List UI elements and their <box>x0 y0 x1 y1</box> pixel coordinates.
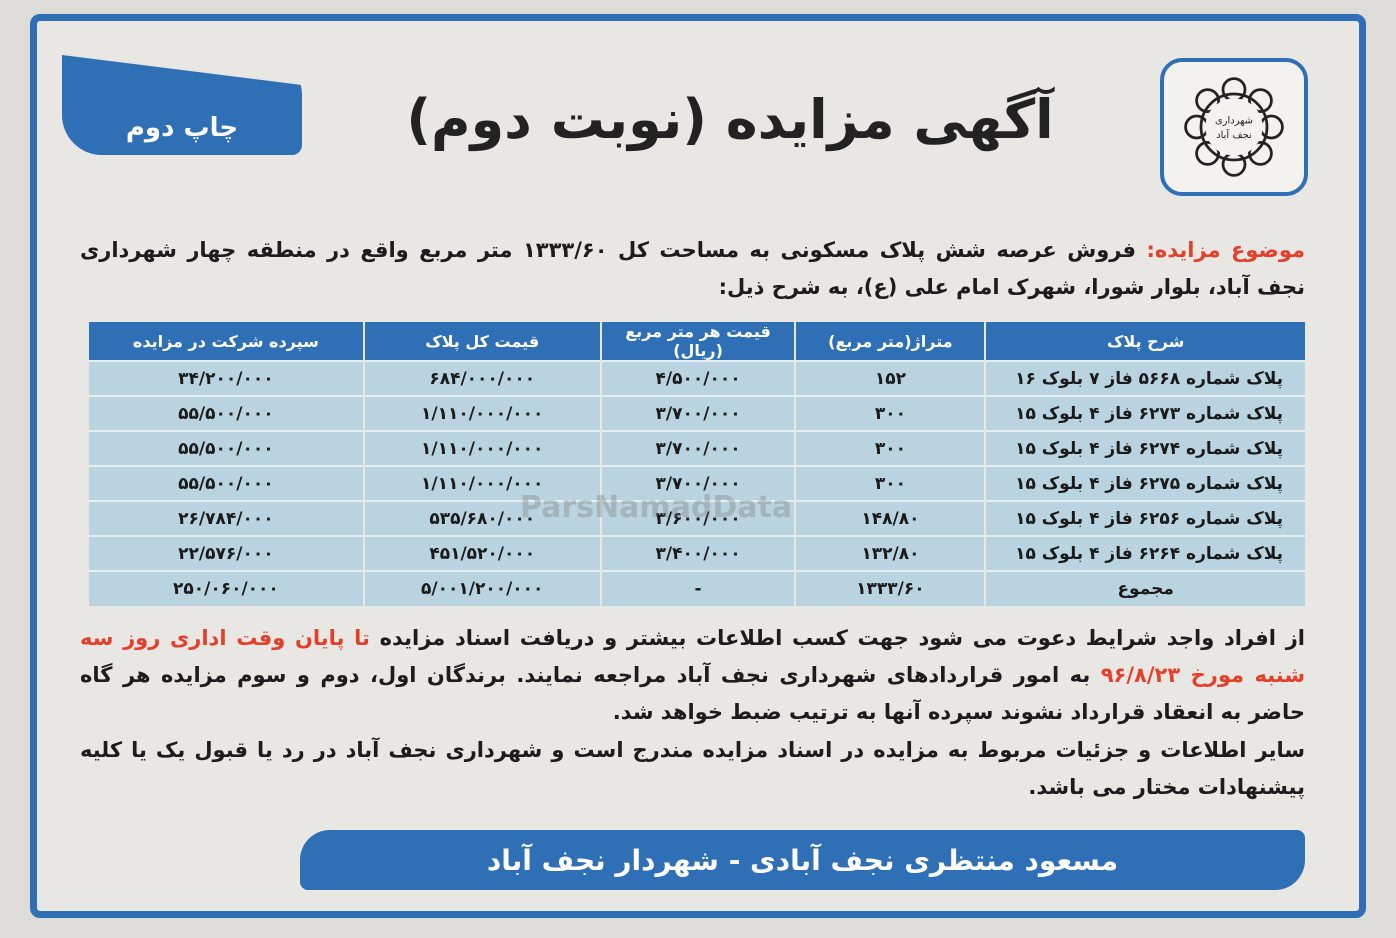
subject-paragraph: موضوع مزایده: فروش عرصه شش پلاک مسکونی ب… <box>80 232 1305 306</box>
mayor-signature-banner: مسعود منتظری نجف آبادی - شهردار نجف آباد <box>300 830 1305 890</box>
table-cell: ۳۰۰ <box>794 430 986 466</box>
table-cell: پلاک شماره ۵۶۶۸ فاز ۷ بلوک ۱۶ <box>984 360 1305 396</box>
subject-text: فروش عرصه شش پلاک مسکونی به مساحت کل ۱۳۳… <box>80 238 1305 299</box>
table-cell: پلاک شماره ۶۲۷۵ فاز ۴ بلوک ۱۵ <box>984 465 1305 501</box>
table-cell: ۵۳۵/۶۸۰/۰۰۰ <box>362 500 601 536</box>
table-cell: ۳۴/۲۰۰/۰۰۰ <box>87 360 364 396</box>
page-title: آگهی مزایده (نوبت دوم) <box>406 88 1054 151</box>
table-cell: ۴۵۱/۵۲۰/۰۰۰ <box>362 535 601 571</box>
table-cell: ۳۰۰ <box>794 395 986 431</box>
table-cell: پلاک شماره ۶۲۵۶ فاز ۴ بلوک ۱۵ <box>984 500 1305 536</box>
table-cell: ۳/۷۰۰/۰۰۰ <box>599 430 796 466</box>
table-cell: ۱/۱۱۰/۰۰۰/۰۰۰ <box>362 465 601 501</box>
table-cell: ۵۵/۵۰۰/۰۰۰ <box>87 465 364 501</box>
table-cell: ۱۴۸/۸۰ <box>794 500 986 536</box>
table-cell: ۳/۷۰۰/۰۰۰ <box>599 395 796 431</box>
table-cell: ۳/۴۰۰/۰۰۰ <box>599 535 796 571</box>
table-cell: ۲۲/۵۷۶/۰۰۰ <box>87 535 364 571</box>
table-cell: ۱/۱۱۰/۰۰۰/۰۰۰ <box>362 395 601 431</box>
svg-text:شهرداری: شهرداری <box>1215 116 1253 127</box>
instructions-text-2: به امور قراردادهای شهرداری نجف آباد مراج… <box>80 663 1305 724</box>
column-header: متراژ(متر مربع) <box>794 322 986 361</box>
table-cell: ۵/۰۰۱/۲۰۰/۰۰۰ <box>362 570 601 606</box>
table-row: پلاک شماره ۶۲۶۴ فاز ۴ بلوک ۱۵ ۱۳۲/۸۰ ۳/۴۰۰… <box>87 535 1305 571</box>
column-header: شرح پلاک <box>984 322 1305 361</box>
svg-text:نجف آباد: نجف آباد <box>1216 128 1251 141</box>
table-cell: ۳/۶۰۰/۰۰۰ <box>599 500 796 536</box>
table-cell: ۲۵۰/۰۶۰/۰۰۰ <box>87 570 364 606</box>
table-cell: ۱/۱۱۰/۰۰۰/۰۰۰ <box>362 430 601 466</box>
table-cell: ۳۰۰ <box>794 465 986 501</box>
deadline-text: تا پایان وقت اداری روز سه شنبه مورخ ۹۶/۸… <box>80 626 1305 687</box>
table-row: پلاک شماره ۵۶۶۸ فاز ۷ بلوک ۱۶ ۱۵۲ ۴/۵۰۰/۰۰… <box>87 360 1305 396</box>
table-cell: مجموع <box>984 570 1305 606</box>
table-row: پلاک شماره ۶۲۷۵ فاز ۴ بلوک ۱۵ ۳۰۰ ۳/۷۰۰/۰۰… <box>87 465 1305 501</box>
table-cell: پلاک شماره ۶۲۷۳ فاز ۴ بلوک ۱۵ <box>984 395 1305 431</box>
table-cell: ۲۶/۷۸۴/۰۰۰ <box>87 500 364 536</box>
total-row: مجموع ۱۳۳۳/۶۰-۵/۰۰۱/۲۰۰/۰۰۰ ۲۵۰/۰۶۰/۰۰۰ <box>87 570 1305 606</box>
table-cell: پلاک شماره ۶۲۶۴ فاز ۴ بلوک ۱۵ <box>984 535 1305 571</box>
column-header: قیمت کل پلاک <box>362 322 601 361</box>
table-cell: ۱۳۲/۸۰ <box>794 535 986 571</box>
instructions-text: از افراد واجد شرایط دعوت می شود جهت کسب … <box>369 626 1305 650</box>
instructions-paragraph: از افراد واجد شرایط دعوت می شود جهت کسب … <box>80 620 1305 731</box>
table-cell: ۴/۵۰۰/۰۰۰ <box>599 360 796 396</box>
table-row: پلاک شماره ۶۲۷۳ فاز ۴ بلوک ۱۵ ۳۰۰ ۳/۷۰۰/۰۰… <box>87 395 1305 431</box>
table-cell: ۱۵۲ <box>794 360 986 396</box>
table-cell: ۳/۷۰۰/۰۰۰ <box>599 465 796 501</box>
municipality-logo: شهرداری نجف آباد <box>1160 58 1308 196</box>
table-cell: پلاک شماره ۶۲۷۴ فاز ۴ بلوک ۱۵ <box>984 430 1305 466</box>
rosette-emblem-icon: شهرداری نجف آباد <box>1184 77 1284 177</box>
subject-label: موضوع مزایده: <box>1146 238 1305 262</box>
table-cell: ۵۵/۵۰۰/۰۰۰ <box>87 430 364 466</box>
table-cell: ۱۳۳۳/۶۰ <box>794 570 986 606</box>
table-row: پلاک شماره ۶۲۵۶ فاز ۴ بلوک ۱۵ ۱۴۸/۸۰ ۳/۶۰۰… <box>87 500 1305 536</box>
table-cell: ۵۵/۵۰۰/۰۰۰ <box>87 395 364 431</box>
watermark: ParsNamadData <box>520 490 793 525</box>
table-cell: - <box>599 570 796 606</box>
column-header: قیمت هر متر مربع (ریال) <box>599 322 796 361</box>
table-row: پلاک شماره ۶۲۷۴ فاز ۴ بلوک ۱۵ ۳۰۰ ۳/۷۰۰/۰۰… <box>87 430 1305 466</box>
table-header-row: شرح پلاک متراژ(متر مربع) قیمت هر متر مربع … <box>87 322 1305 361</box>
table-cell: ۶۸۴/۰۰۰/۰۰۰ <box>362 360 601 396</box>
terms-paragraph: سایر اطلاعات و جزئیات مربوط به مزایده در… <box>80 738 1305 799</box>
column-header: سپرده شرکت در مزایده <box>87 322 364 361</box>
plots-table: شرح پلاک متراژ(متر مربع) قیمت هر متر مربع … <box>87 322 1305 606</box>
